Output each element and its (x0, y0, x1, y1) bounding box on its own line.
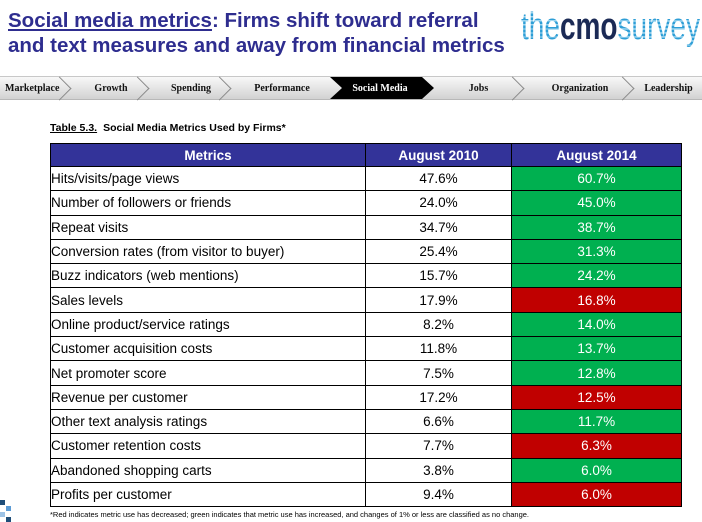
table-header-row: Metrics August 2010 August 2014 (50, 143, 682, 167)
decor-square (0, 512, 5, 517)
metric-name: Customer retention costs (50, 433, 366, 459)
value-2010: 7.5% (365, 360, 512, 386)
nav-tab-marketplace[interactable]: Marketplace (0, 77, 72, 99)
metric-name: Revenue per customer (50, 384, 366, 410)
value-2014: 31.3% (511, 238, 682, 265)
table-row: Other text analysis ratings 6.6% 11.7% (50, 408, 682, 435)
value-2010: 47.6% (365, 165, 512, 192)
metric-name: Other text analysis ratings (50, 408, 366, 435)
nav-tab-organization[interactable]: Organization (525, 77, 635, 99)
table-caption: Table 5.3. Social Media Metrics Used by F… (50, 120, 286, 136)
nav-tab-jobs[interactable]: Jobs (432, 77, 525, 99)
logo-part-survey: survey (617, 5, 700, 48)
table-footnote: *Red indicates metric use has decreased;… (50, 510, 530, 519)
logo-part-cmo: cmo (559, 5, 618, 48)
table-row: Buzz indicators (web mentions) 15.7% 24.… (50, 263, 682, 289)
value-2014: 14.0% (511, 311, 682, 338)
value-2010: 8.2% (365, 311, 512, 338)
slide-title: Social media metrics: Firms shift toward… (8, 8, 505, 58)
decor-square (0, 500, 5, 505)
table-number: Table 5.3. (50, 122, 98, 134)
cmo-survey-logo: thecmosurvey (521, 5, 700, 48)
value-2014: 13.7% (511, 336, 682, 362)
value-2010: 9.4% (365, 481, 512, 508)
metric-name: Customer acquisition costs (50, 336, 366, 362)
value-2010: 6.6% (365, 408, 512, 435)
metric-name: Net promoter score (50, 360, 366, 386)
table-row: Net promoter score 7.5% 12.8% (50, 360, 682, 386)
table-row: Abandoned shopping carts 3.8% 6.0% (50, 457, 682, 483)
value-2010: 3.8% (365, 457, 512, 483)
value-2010: 24.0% (365, 190, 512, 216)
logo-part-the: the (521, 5, 560, 48)
value-2014: 6.3% (511, 433, 682, 459)
title-line2: and text measures and away from financia… (8, 34, 505, 57)
metric-name: Online product/service ratings (50, 311, 366, 338)
decor-square (6, 506, 11, 511)
header-august-2010: August 2010 (365, 143, 512, 167)
nav-tab-social-media[interactable]: Social Media (330, 77, 434, 99)
metric-name: Sales levels (50, 287, 366, 313)
value-2010: 11.8% (365, 336, 512, 362)
value-2014: 45.0% (511, 190, 682, 216)
value-2010: 17.9% (365, 287, 512, 313)
metric-name: Number of followers or friends (50, 190, 366, 216)
section-nav-bar: Marketplace Growth Spending Performance … (0, 76, 702, 100)
value-2010: 25.4% (365, 238, 512, 265)
metric-name: Buzz indicators (web mentions) (50, 263, 366, 289)
table-row: Online product/service ratings 8.2% 14.0… (50, 311, 682, 338)
value-2010: 15.7% (365, 263, 512, 289)
value-2014: 60.7% (511, 165, 682, 192)
table-row: Number of followers or friends 24.0% 45.… (50, 190, 682, 216)
table-row: Revenue per customer 17.2% 12.5% (50, 384, 682, 410)
header-metrics: Metrics (50, 143, 366, 167)
metric-name: Repeat visits (50, 214, 366, 240)
value-2010: 34.7% (365, 214, 512, 240)
table-row: Sales levels 17.9% 16.8% (50, 287, 682, 313)
decor-square (6, 517, 11, 522)
title-highlight: Social media metrics (8, 9, 212, 32)
value-2010: 7.7% (365, 433, 512, 459)
nav-tab-spending[interactable]: Spending (150, 77, 232, 99)
value-2014: 11.7% (511, 408, 682, 435)
social-media-metrics-table: Metrics August 2010 August 2014 Hits/vis… (50, 143, 682, 508)
title-line1-rest: : Firms shift toward referral (211, 9, 479, 32)
nav-tab-growth[interactable]: Growth (72, 77, 150, 99)
metric-name: Abandoned shopping carts (50, 457, 366, 483)
value-2014: 12.8% (511, 360, 682, 386)
metric-name: Profits per customer (50, 481, 366, 508)
metric-name: Conversion rates (from visitor to buyer) (50, 238, 366, 265)
value-2014: 6.0% (511, 457, 682, 483)
value-2014: 38.7% (511, 214, 682, 240)
value-2010: 17.2% (365, 384, 512, 410)
value-2014: 24.2% (511, 263, 682, 289)
table-row: Hits/visits/page views 47.6% 60.7% (50, 165, 682, 192)
table-row: Customer acquisition costs 11.8% 13.7% (50, 336, 682, 362)
corner-decoration (0, 498, 16, 522)
table-row: Repeat visits 34.7% 38.7% (50, 214, 682, 240)
table-row: Customer retention costs 7.7% 6.3% (50, 433, 682, 459)
nav-tab-performance[interactable]: Performance (254, 82, 310, 94)
metric-name: Hits/visits/page views (50, 165, 366, 192)
value-2014: 16.8% (511, 287, 682, 313)
table-row: Profits per customer 9.4% 6.0% (50, 481, 682, 508)
value-2014: 6.0% (511, 481, 682, 508)
table-caption-text: Social Media Metrics Used by Firms* (103, 122, 286, 134)
table-row: Conversion rates (from visitor to buyer)… (50, 238, 682, 265)
value-2014: 12.5% (511, 384, 682, 410)
header-august-2014: August 2014 (511, 143, 682, 167)
nav-tab-leadership[interactable]: Leadership (644, 82, 693, 94)
